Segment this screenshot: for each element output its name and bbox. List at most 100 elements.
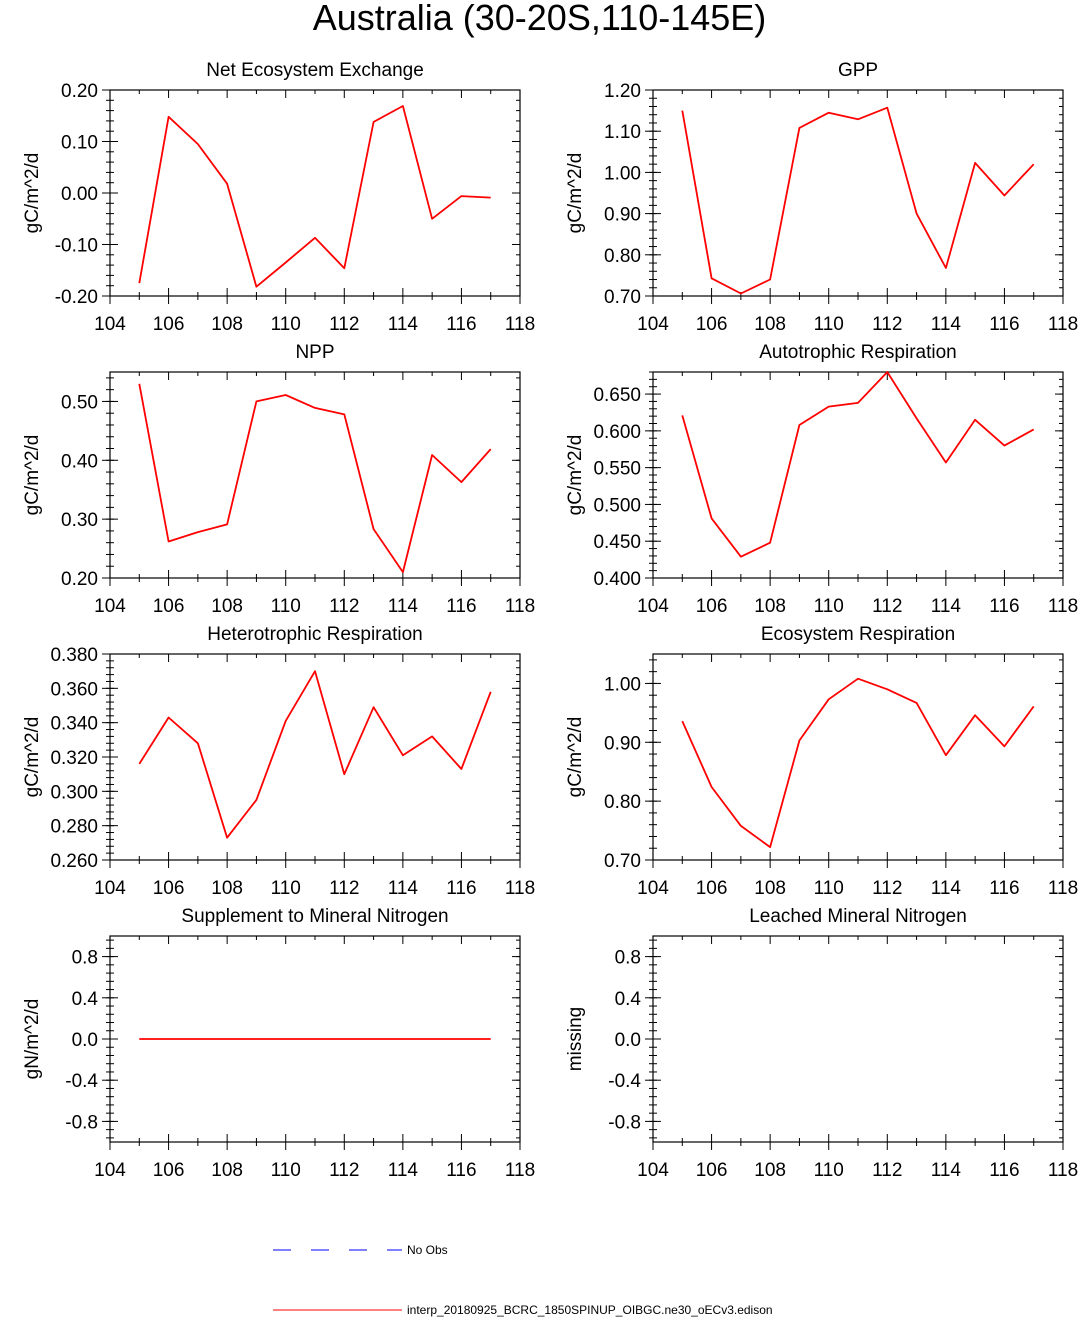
chart-panel-3: NPP gC/m^2/d 104 106 108 110 112 114 116 118 0.20 0… xyxy=(22,342,535,617)
y-tick-label: 0.340 xyxy=(50,714,98,735)
chart-panel-1: Net Ecosystem Exchange gC/m^2/d 104 106 108 1… xyxy=(22,60,535,335)
y-tick-label: 0.50 xyxy=(61,392,98,413)
y-tick-label: 0.8 xyxy=(615,948,641,969)
x-tick-label: 104 xyxy=(94,1160,126,1181)
series-line xyxy=(138,383,492,573)
x-tick-label: 108 xyxy=(754,314,786,335)
chart-title: Supplement to Mineral Nitrogen xyxy=(181,906,448,927)
y-axis-label: gC/m^2/d xyxy=(565,435,586,516)
y-axis-label: missing xyxy=(565,1007,586,1071)
y-tick-label: 0.20 xyxy=(61,81,98,102)
y-tick-label: -0.10 xyxy=(55,236,98,257)
y-tick-label: 0.280 xyxy=(50,817,98,838)
x-tick-label: 112 xyxy=(329,1160,359,1181)
chart-panel-8: Leached Mineral Nitrogen missing 104 106 108… xyxy=(565,906,1078,1181)
x-tick-label: 116 xyxy=(989,314,1019,335)
y-tick-label: 1.00 xyxy=(604,674,641,695)
x-tick-label: 118 xyxy=(1048,878,1078,899)
chart-title: GPP xyxy=(838,60,878,81)
legend: No Obs interp_20180925_BCRC_1850SPINUP_O… xyxy=(273,1243,773,1317)
x-tick-label: 104 xyxy=(637,1160,669,1181)
y-tick-label: 0.70 xyxy=(604,851,641,872)
series-line xyxy=(681,106,1035,295)
x-tick-label: 118 xyxy=(505,1160,535,1181)
x-tick-label: 104 xyxy=(637,314,669,335)
series-line xyxy=(138,670,492,839)
x-tick-label: 108 xyxy=(754,596,786,617)
y-tick-label: 0.500 xyxy=(593,495,641,516)
y-tick-label: 1.20 xyxy=(604,81,641,102)
x-tick-label: 118 xyxy=(1048,1160,1078,1181)
plot-frame xyxy=(652,653,1064,861)
x-tick-label: 114 xyxy=(388,596,419,617)
y-tick-label: -0.4 xyxy=(608,1071,641,1092)
y-tick-label: 0.0 xyxy=(72,1030,98,1051)
chart-title: Autotrophic Respiration xyxy=(759,342,957,363)
y-tick-label: 0.550 xyxy=(593,459,641,480)
chart-panel-7: Supplement to Mineral Nitrogen gN/m^2/d 10… xyxy=(22,906,535,1181)
x-tick-label: 114 xyxy=(388,1160,419,1181)
plot-frame xyxy=(652,935,1064,1143)
chart-panel-2: GPP gC/m^2/d 104 106 108 110 112 114 116 118 0.70 0… xyxy=(565,60,1078,335)
y-tick-label: 0.80 xyxy=(604,792,641,813)
x-tick-label: 110 xyxy=(814,596,844,617)
x-tick-label: 110 xyxy=(814,878,844,899)
x-tick-label: 114 xyxy=(931,596,962,617)
legend-label-model: interp_20180925_BCRC_1850SPINUP_OIBGC.ne… xyxy=(407,1303,773,1317)
chart-panel-5: Heterotrophic Respiration gC/m^2/d 104 106 1… xyxy=(22,624,535,899)
y-tick-label: 0.4 xyxy=(72,989,99,1010)
x-tick-label: 114 xyxy=(931,878,962,899)
x-tick-label: 116 xyxy=(446,1160,476,1181)
x-tick-label: 110 xyxy=(814,314,844,335)
x-tick-label: 112 xyxy=(872,878,902,899)
chart-panel-4: Autotrophic Respiration gC/m^2/d 104 106 108… xyxy=(565,342,1078,617)
x-tick-label: 114 xyxy=(931,314,962,335)
x-tick-label: 116 xyxy=(989,878,1019,899)
series-line xyxy=(681,371,1035,558)
y-tick-label: 0.650 xyxy=(593,385,641,406)
y-tick-label: 0.00 xyxy=(61,184,98,205)
series-line xyxy=(138,105,491,288)
x-tick-label: 110 xyxy=(271,878,301,899)
y-axis-label: gC/m^2/d xyxy=(22,717,43,798)
x-tick-label: 116 xyxy=(446,878,476,899)
x-tick-label: 104 xyxy=(94,878,126,899)
x-tick-label: 110 xyxy=(814,1160,844,1181)
y-tick-label: 0.90 xyxy=(604,733,641,754)
y-tick-label: 0.30 xyxy=(61,510,98,531)
x-tick-label: 110 xyxy=(271,314,301,335)
y-axis-label: gC/m^2/d xyxy=(22,435,43,516)
chart-title: Net Ecosystem Exchange xyxy=(206,60,424,81)
x-tick-label: 118 xyxy=(1048,596,1078,617)
y-tick-label: -0.8 xyxy=(65,1112,98,1133)
y-tick-label: 0.450 xyxy=(593,532,641,553)
x-tick-label: 116 xyxy=(989,596,1019,617)
chart-title: Leached Mineral Nitrogen xyxy=(749,906,967,927)
x-tick-label: 106 xyxy=(153,1160,185,1181)
y-tick-label: 1.00 xyxy=(604,163,641,184)
y-tick-label: 0.40 xyxy=(61,451,98,472)
x-tick-label: 114 xyxy=(931,1160,962,1181)
x-tick-label: 114 xyxy=(388,878,419,899)
x-tick-label: 104 xyxy=(637,878,669,899)
y-tick-label: 0.0 xyxy=(615,1030,641,1051)
x-tick-label: 108 xyxy=(211,878,243,899)
plot-frame xyxy=(109,653,521,861)
x-tick-label: 106 xyxy=(696,878,728,899)
y-tick-label: 0.10 xyxy=(61,133,98,154)
x-tick-label: 106 xyxy=(696,596,728,617)
y-axis-label: gC/m^2/d xyxy=(565,153,586,234)
y-tick-label: -0.20 xyxy=(55,287,98,308)
y-tick-label: 0.600 xyxy=(593,422,641,443)
chart-title: Ecosystem Respiration xyxy=(761,624,955,645)
x-tick-label: 112 xyxy=(329,878,359,899)
x-tick-label: 118 xyxy=(505,596,535,617)
y-tick-label: 0.20 xyxy=(61,569,98,590)
x-tick-label: 116 xyxy=(989,1160,1019,1181)
y-tick-label: 0.400 xyxy=(593,569,641,590)
x-tick-label: 106 xyxy=(153,596,185,617)
x-tick-label: 118 xyxy=(505,314,535,335)
x-tick-label: 108 xyxy=(754,1160,786,1181)
chart-panel-6: Ecosystem Respiration gC/m^2/d 104 106 108 11… xyxy=(565,624,1078,899)
x-tick-label: 112 xyxy=(872,596,902,617)
